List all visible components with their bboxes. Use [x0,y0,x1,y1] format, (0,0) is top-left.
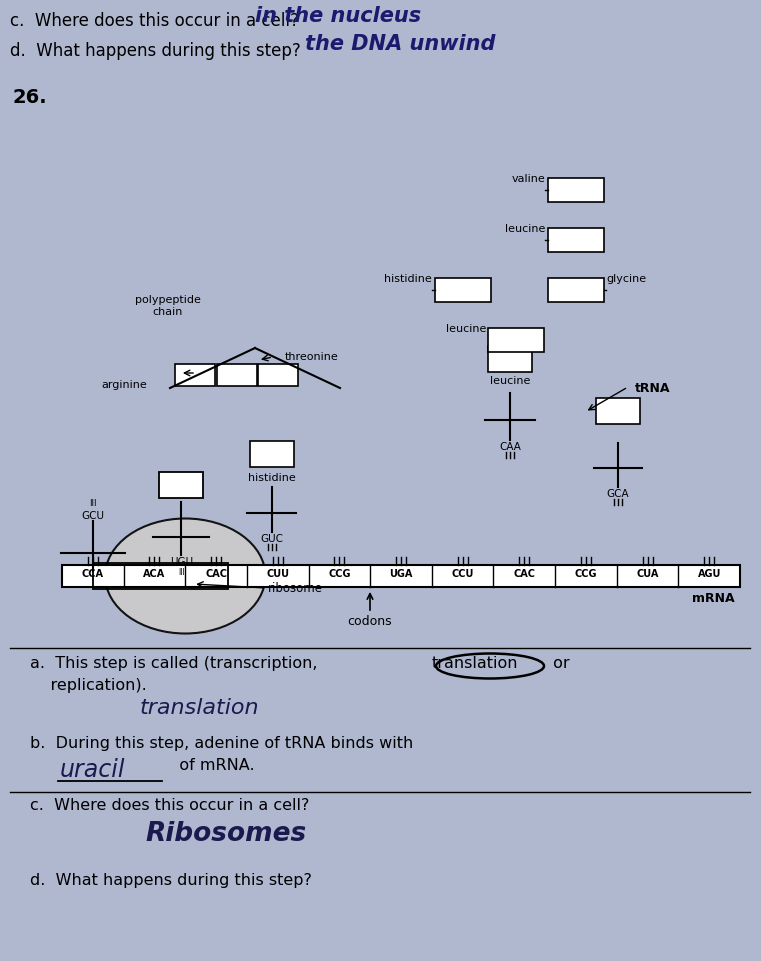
Text: c.  Where does this occur in a cell?: c. Where does this occur in a cell? [30,798,310,813]
Text: arginine: arginine [101,380,147,390]
Bar [93,563,228,589]
Text: glycine: glycine [606,274,646,284]
Text: UGA: UGA [390,569,412,579]
Text: translation: translation [432,656,518,671]
Bar [548,278,604,302]
Text: threonine: threonine [285,352,339,362]
Text: d.  What happens during this step?: d. What happens during this step? [10,42,301,60]
Text: tRNA: tRNA [635,382,670,395]
Text: in the nucleus: in the nucleus [255,6,421,26]
Text: CAA: CAA [499,442,521,452]
Text: d.  What happens during this step?: d. What happens during this step? [30,873,312,888]
Text: histidine: histidine [247,473,295,483]
Text: CCG: CCG [328,569,351,579]
Bar [175,364,215,386]
Bar [488,328,544,352]
Bar [258,364,298,386]
Text: GCU: GCU [81,511,104,521]
Text: of mRNA.: of mRNA. [164,758,255,773]
Text: polypeptide
chain: polypeptide chain [135,295,201,316]
Text: a.  This step is called (transcription,: a. This step is called (transcription, [30,656,323,671]
Text: Ribosomes: Ribosomes [145,821,306,847]
Text: leucine: leucine [490,376,530,386]
Text: replication).: replication). [30,678,147,693]
Text: codons: codons [348,615,393,628]
Bar [250,441,294,467]
Bar [62,565,740,587]
Text: uracil: uracil [60,758,126,782]
Text: UGU: UGU [170,557,193,567]
Text: CAC: CAC [513,569,535,579]
Bar [548,228,604,252]
Text: leucine: leucine [446,324,486,334]
Text: c.  Where does this occur in a cell?: c. Where does this occur in a cell? [10,12,299,30]
Bar [435,278,491,302]
Bar [596,398,640,424]
Text: or: or [548,656,570,671]
Text: CCU: CCU [451,569,474,579]
Text: b.  During this step, adenine of tRNA binds with: b. During this step, adenine of tRNA bin… [30,736,413,751]
Bar [159,472,203,498]
Text: CAC: CAC [205,569,227,579]
Text: CCG: CCG [575,569,597,579]
Text: 26.: 26. [12,88,46,107]
Text: mRNA: mRNA [693,592,735,605]
Ellipse shape [105,519,266,633]
Text: CCA: CCA [82,569,103,579]
Bar [488,346,532,372]
Text: III: III [178,568,185,577]
Text: translation: translation [140,698,260,718]
Bar [217,364,257,386]
Text: AGU: AGU [698,569,721,579]
Text: histidine: histidine [384,274,432,284]
Text: the DNA unwind: the DNA unwind [305,34,495,54]
Text: valine: valine [511,174,545,184]
Text: ACA: ACA [143,569,166,579]
Bar [548,178,604,202]
Text: GCA: GCA [607,489,629,499]
Text: GUC: GUC [260,534,283,544]
Text: III: III [89,499,97,508]
Text: leucine: leucine [505,224,545,234]
Text: CUU: CUU [266,569,289,579]
Text: ribosome: ribosome [267,581,323,595]
Text: CUA: CUA [636,569,659,579]
